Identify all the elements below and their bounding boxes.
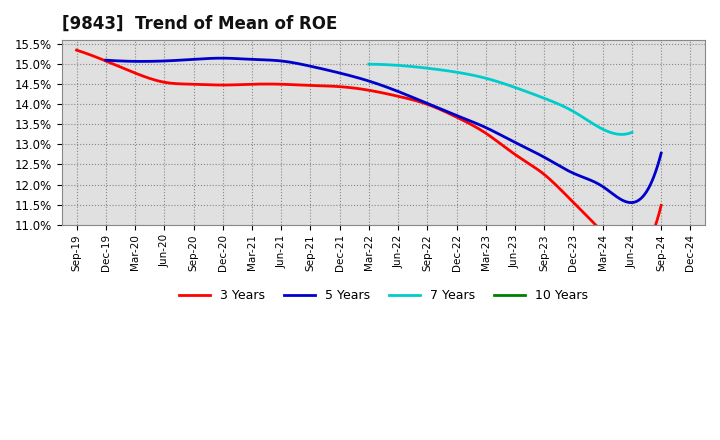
3 Years (74, 48, 83, 53)
5 Years (627, 200, 636, 205)
7 Years (526, 90, 534, 95)
Legend: 3 Years, 5 Years, 7 Years, 10 Years: 3 Years, 5 Years, 7 Years, 10 Years (174, 284, 593, 307)
5 Years (434, 106, 443, 111)
3 Years (420, 101, 429, 106)
5 Years (572, 172, 580, 177)
Line: 3 Years: 3 Years (76, 50, 661, 257)
7 Years (521, 88, 530, 94)
3 Years (602, 234, 611, 239)
5 Years (217, 55, 225, 61)
3 Years (628, 254, 636, 259)
Text: [9843]  Trend of Mean of ROE: [9843] Trend of Mean of ROE (62, 15, 338, 33)
5 Years (607, 190, 616, 195)
Line: 7 Years: 7 Years (369, 64, 632, 134)
5 Years (657, 150, 665, 156)
3 Years (418, 100, 427, 105)
3 Years (430, 104, 438, 110)
5 Years (432, 105, 441, 110)
7 Years (521, 88, 529, 94)
5 Years (444, 109, 452, 114)
3 Years (72, 48, 81, 53)
3 Years (657, 203, 665, 208)
7 Years (617, 132, 626, 137)
3 Years (565, 196, 574, 201)
7 Years (586, 120, 595, 125)
7 Years (603, 128, 611, 134)
Line: 5 Years: 5 Years (106, 58, 661, 202)
7 Years (366, 62, 374, 67)
5 Years (102, 58, 110, 63)
7 Years (364, 62, 373, 67)
5 Years (104, 58, 112, 63)
7 Years (628, 130, 636, 135)
